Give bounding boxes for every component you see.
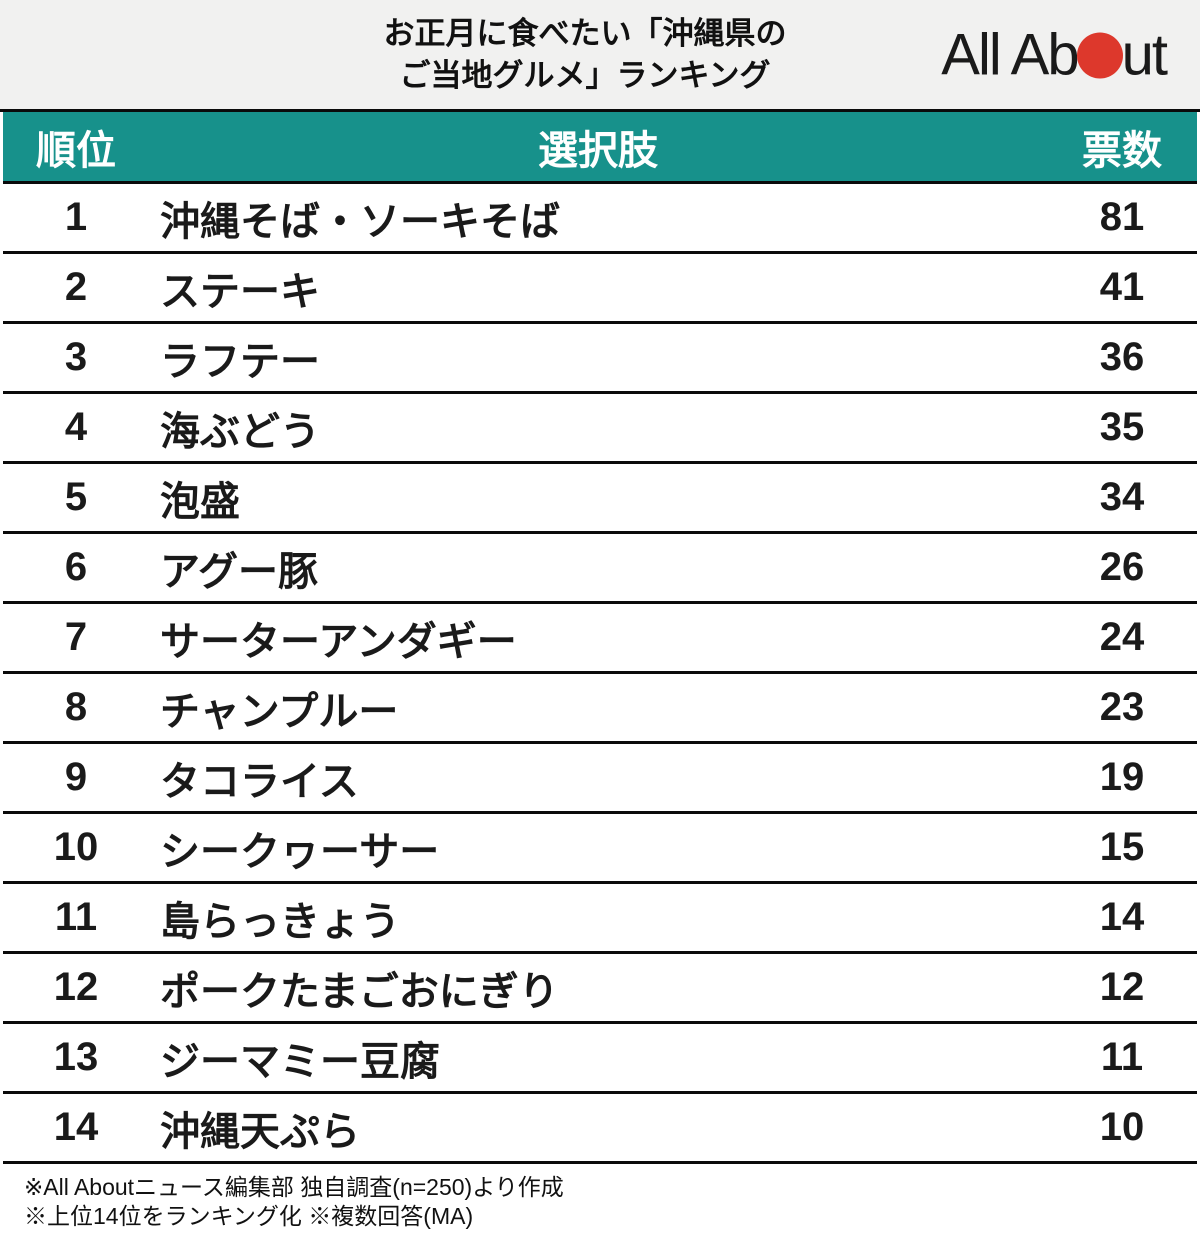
- choice-cell: 沖縄そば・ソーキそば: [160, 199, 560, 244]
- votes-cell: 15: [1099, 825, 1145, 869]
- choice-cell: 沖縄天ぷら: [160, 1109, 360, 1154]
- votes-cell: 41: [1099, 265, 1145, 309]
- choice-cell: ポークたまごおにぎり: [160, 969, 559, 1014]
- rank-cell: 8: [64, 685, 88, 729]
- ranking-table: 順位 選択肢 票数 1 沖縄そば・ソーキそば 81 2 ステーキ 41 3 ラフ…: [3, 112, 1197, 1164]
- rank-cell: 6: [64, 545, 88, 589]
- table-row: 1 沖縄そば・ソーキそば 81: [3, 184, 1197, 254]
- table-row: 9 タコライス 19: [3, 744, 1197, 814]
- table-row: 7 サーターアンダギー 24: [3, 604, 1197, 674]
- rank-cell: 5: [64, 475, 88, 519]
- header-votes: 票数: [1082, 128, 1162, 173]
- table-row: 8 チャンプルー 23: [3, 674, 1197, 744]
- page-title: お正月に食べたい「沖縄県の ご当地グルメ」ランキング: [0, 13, 1200, 97]
- choice-cell: サーターアンダギー: [160, 619, 517, 664]
- choice-cell: シークヮーサー: [160, 829, 440, 874]
- choice-cell: チャンプルー: [160, 689, 399, 734]
- rank-cell: 1: [64, 195, 88, 239]
- page-title-line1: お正月に食べたい「沖縄県の: [383, 15, 787, 51]
- rank-cell: 2: [64, 265, 88, 309]
- footnotes: ※All Aboutニュース編集部 独自調査(n=250)より作成 ※上位14位…: [0, 1164, 1200, 1231]
- all-about-logo: All Ab ut: [941, 21, 1168, 88]
- table-row: 14 沖縄天ぷら 10: [3, 1094, 1197, 1164]
- votes-cell: 12: [1099, 965, 1145, 1009]
- table-body: 1 沖縄そば・ソーキそば 81 2 ステーキ 41 3 ラフテー 36 4 海ぶ…: [3, 184, 1197, 1164]
- choice-cell: タコライス: [160, 759, 359, 804]
- choice-cell: 海ぶどう: [160, 409, 320, 454]
- table-row: 6 アグー豚 26: [3, 534, 1197, 604]
- rank-cell: 12: [53, 965, 99, 1009]
- footnote-source: ※All Aboutニュース編集部 独自調査(n=250)より作成: [24, 1174, 564, 1200]
- choice-cell: ステーキ: [160, 269, 320, 314]
- rank-cell: 10: [53, 825, 99, 869]
- votes-cell: 24: [1099, 615, 1145, 659]
- rank-cell: 3: [64, 335, 88, 379]
- table-row: 12 ポークたまごおにぎり 12: [3, 954, 1197, 1024]
- votes-cell: 81: [1099, 195, 1145, 239]
- table-header-row: 順位 選択肢 票数: [3, 112, 1197, 184]
- choice-cell: ジーマミー豆腐: [160, 1039, 440, 1084]
- votes-cell: 36: [1099, 335, 1145, 379]
- votes-cell: 26: [1099, 545, 1145, 589]
- rank-cell: 13: [53, 1035, 99, 1079]
- header-band: お正月に食べたい「沖縄県の ご当地グルメ」ランキング All Ab ut: [0, 0, 1200, 112]
- rank-cell: 11: [54, 895, 98, 939]
- rank-cell: 9: [64, 755, 88, 799]
- footnote-method: ※上位14位をランキング化 ※複数回答(MA): [24, 1203, 474, 1229]
- votes-cell: 14: [1099, 895, 1145, 939]
- table-row: 2 ステーキ 41: [3, 254, 1197, 324]
- header-choice: 選択肢: [538, 128, 658, 173]
- logo-text-before: All Ab: [941, 22, 1079, 87]
- votes-cell: 35: [1099, 405, 1145, 449]
- votes-cell: 34: [1099, 475, 1145, 519]
- rank-cell: 14: [53, 1105, 99, 1149]
- votes-cell: 19: [1099, 755, 1145, 799]
- page-title-line2: ご当地グルメ」ランキング: [399, 57, 771, 93]
- table-row: 3 ラフテー 36: [3, 324, 1197, 394]
- table-row: 10 シークヮーサー 15: [3, 814, 1197, 884]
- logo-red-dot-icon: [1076, 32, 1123, 78]
- table-row: 13 ジーマミー豆腐 11: [3, 1024, 1197, 1094]
- choice-cell: ラフテー: [160, 339, 320, 384]
- logo-text-after: ut: [1121, 22, 1168, 87]
- choice-cell: 島らっきょう: [160, 899, 400, 944]
- table-row: 11 島らっきょう 14: [3, 884, 1197, 954]
- rank-cell: 4: [64, 405, 88, 449]
- table-row: 5 泡盛 34: [3, 464, 1197, 534]
- table-row: 4 海ぶどう 35: [3, 394, 1197, 464]
- votes-cell: 11: [1100, 1035, 1144, 1079]
- rank-cell: 7: [64, 615, 88, 659]
- header-rank: 順位: [36, 128, 116, 173]
- choice-cell: アグー豚: [160, 549, 318, 594]
- votes-cell: 10: [1099, 1105, 1145, 1149]
- choice-cell: 泡盛: [160, 479, 240, 524]
- votes-cell: 23: [1099, 685, 1145, 729]
